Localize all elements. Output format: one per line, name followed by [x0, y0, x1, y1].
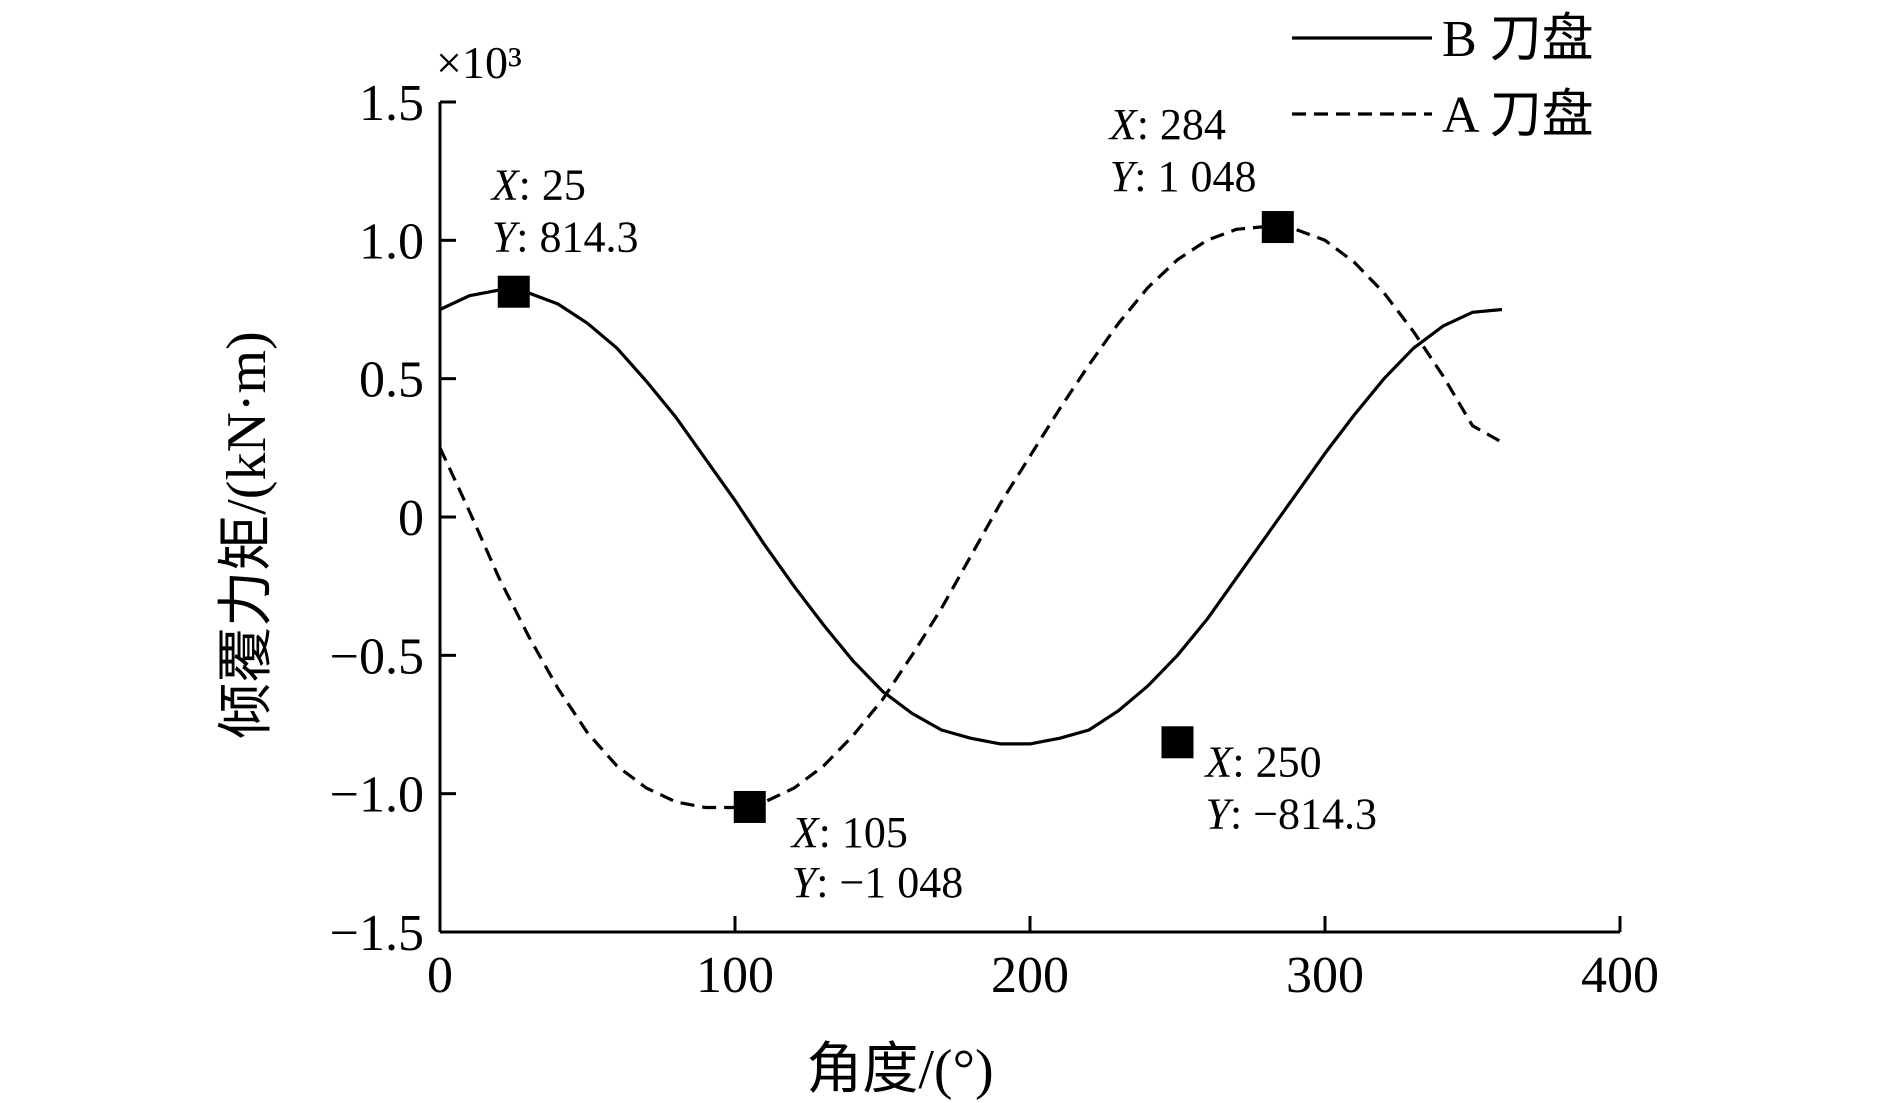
- legend-label-a: A 刀盘: [1442, 87, 1594, 144]
- y-tick-label: −0.5: [330, 628, 424, 685]
- x-tick-label: 200: [991, 947, 1069, 1004]
- marker-x-value: 25: [542, 161, 586, 210]
- x-axis-label: 角度/(°): [806, 1039, 993, 1101]
- marker-y-value: −1 048: [839, 858, 963, 907]
- series-line-a: [438, 224, 1503, 810]
- marker-x-letter: X: [1108, 100, 1139, 149]
- marker-colon: :: [519, 161, 542, 210]
- y-tick-label: 1.5: [359, 75, 424, 132]
- marker-colon: :: [1230, 789, 1253, 838]
- marker-y-letter: Y: [792, 858, 821, 907]
- marker-y-value: 814.3: [539, 213, 638, 262]
- y-tick-label: −1.5: [330, 905, 424, 962]
- y-tick-label: 0.5: [359, 352, 424, 409]
- series-line-b: [439, 288, 1503, 746]
- y-axis-label: 倾覆力矩/(kN·m): [216, 331, 278, 739]
- marker-y-letter: Y: [492, 213, 521, 262]
- marker-y-value: −814.3: [1253, 789, 1377, 838]
- marker-x-value: 105: [842, 808, 908, 857]
- y-tick-label: 1.0: [359, 213, 424, 270]
- x-tick-label: 300: [1286, 947, 1364, 1004]
- marker-x-letter: X: [790, 808, 821, 857]
- marker-annotation-y: Y: −1 048: [792, 858, 964, 907]
- marker-colon: :: [1232, 737, 1255, 786]
- marker-colon: :: [1137, 100, 1160, 149]
- legend: B 刀盘 A 刀盘: [1292, 11, 1594, 144]
- marker-colon: :: [816, 858, 839, 907]
- y-tick-label: −1.0: [330, 767, 424, 824]
- marker-colon: :: [819, 808, 842, 857]
- y-multiplier: ×10³: [436, 37, 522, 88]
- marker-annotation-x: X: 250: [1204, 737, 1322, 786]
- marker-colon: :: [516, 213, 539, 262]
- data-marker: [1161, 726, 1194, 759]
- marker-annotation-x: X: 105: [790, 808, 908, 857]
- marker-annotation-x: X: 25: [490, 161, 586, 210]
- x-tick-label: 400: [1581, 947, 1659, 1004]
- marker-y-letter: Y: [1110, 152, 1139, 201]
- marker-annotation-y: Y: 814.3: [492, 213, 639, 262]
- marker-x-letter: X: [1204, 737, 1235, 786]
- marker-y-letter: Y: [1206, 789, 1235, 838]
- marker-annotation-x: X: 284: [1108, 100, 1226, 149]
- data-marker: [733, 790, 766, 823]
- marker-annotation-y: Y: −814.3: [1206, 789, 1378, 838]
- marker-x-letter: X: [490, 161, 521, 210]
- legend-label-b: B 刀盘: [1442, 11, 1594, 68]
- marker-x-value: 250: [1256, 737, 1322, 786]
- data-marker: [1261, 211, 1294, 244]
- data-marker: [497, 275, 530, 308]
- axes: 0 100 200 300 400 1.5 1.0 0.5 0 −0.5 −1.0 −1.5: [330, 75, 1659, 1004]
- series-layer: [438, 224, 1503, 810]
- x-tick-label: 0: [427, 947, 453, 1004]
- marker-y-value: 1 048: [1158, 152, 1257, 201]
- x-tick-label: 100: [696, 947, 774, 1004]
- marker-annotation-y: Y: 1 048: [1110, 152, 1257, 201]
- marker-colon: :: [1134, 152, 1157, 201]
- y-tick-label: 0: [398, 490, 424, 547]
- marker-x-value: 284: [1160, 100, 1226, 149]
